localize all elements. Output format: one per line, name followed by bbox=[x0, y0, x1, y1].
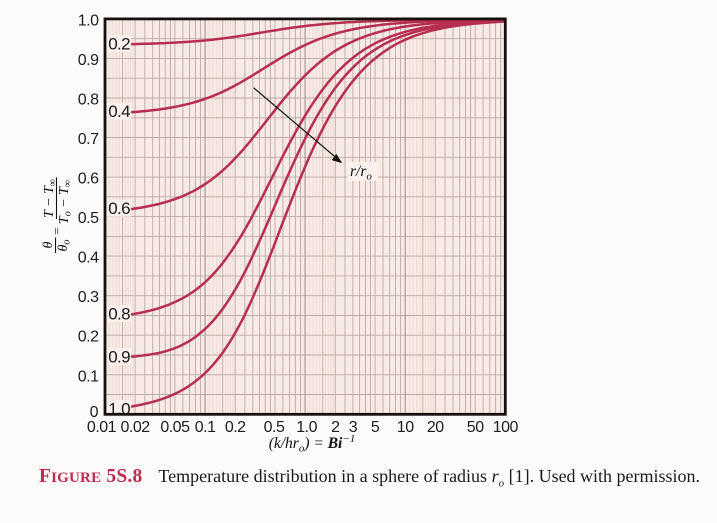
svg-text:3: 3 bbox=[349, 419, 358, 436]
svg-text:1.0: 1.0 bbox=[78, 12, 99, 29]
svg-text:0.02: 0.02 bbox=[121, 419, 151, 436]
svg-text:2: 2 bbox=[331, 419, 340, 436]
svg-text:0.4: 0.4 bbox=[108, 102, 130, 121]
svg-text:θo: θo bbox=[56, 240, 72, 252]
svg-text:50: 50 bbox=[467, 419, 484, 436]
svg-text:0.8: 0.8 bbox=[78, 92, 99, 109]
svg-text:0.9: 0.9 bbox=[78, 52, 99, 69]
svg-text:0.5: 0.5 bbox=[78, 210, 99, 227]
svg-text:0: 0 bbox=[90, 404, 99, 421]
svg-text:0.3: 0.3 bbox=[78, 289, 99, 306]
svg-text:100: 100 bbox=[493, 419, 519, 436]
svg-text:0.4: 0.4 bbox=[78, 250, 99, 267]
svg-text:5: 5 bbox=[371, 419, 380, 436]
svg-text:0.5: 0.5 bbox=[264, 419, 285, 436]
svg-text:0.6: 0.6 bbox=[108, 199, 130, 218]
svg-text:20: 20 bbox=[427, 419, 444, 436]
svg-text:0.7: 0.7 bbox=[78, 131, 99, 148]
svg-text:0.1: 0.1 bbox=[78, 368, 99, 385]
svg-text:=: = bbox=[49, 228, 64, 235]
svg-text:0.01: 0.01 bbox=[87, 419, 117, 436]
svg-text:0.2: 0.2 bbox=[108, 35, 130, 54]
svg-text:0.6: 0.6 bbox=[78, 171, 99, 188]
svg-text:0.2: 0.2 bbox=[225, 419, 246, 436]
svg-text:0.1: 0.1 bbox=[195, 419, 216, 436]
svg-text:0.05: 0.05 bbox=[160, 419, 190, 436]
svg-text:(k/hro) = Bi−1: (k/hro) = Bi−1 bbox=[269, 433, 356, 455]
svg-text:1.0: 1.0 bbox=[296, 419, 317, 436]
svg-text:0.2: 0.2 bbox=[78, 329, 99, 346]
svg-text:0.8: 0.8 bbox=[108, 305, 130, 324]
svg-text:0.9: 0.9 bbox=[108, 348, 130, 367]
svg-text:10: 10 bbox=[397, 419, 414, 436]
svg-text:T − T∞: T − T∞ bbox=[42, 179, 59, 218]
svg-text:θ: θ bbox=[41, 241, 56, 248]
